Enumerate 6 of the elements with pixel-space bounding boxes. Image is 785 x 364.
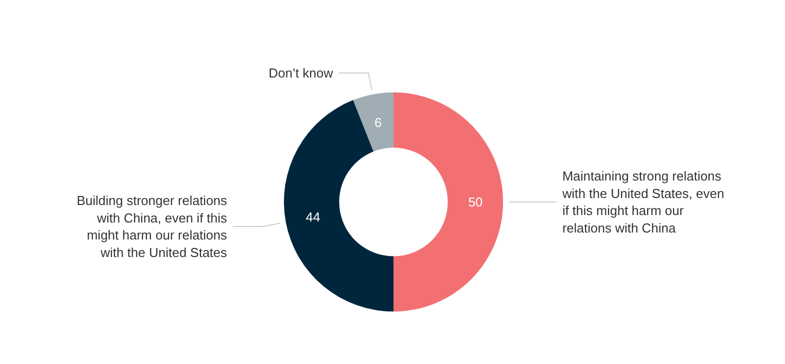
slice-label: Maintaining strong relations with the United States, even if this might harm our relations with China xyxy=(561,168,724,236)
data-label: 44 xyxy=(306,210,320,225)
data-label: 6 xyxy=(374,115,382,130)
slice-label: Building stronger relations with China, even if this might harm our relations with the United States xyxy=(76,193,228,260)
slice-label: Don’t know xyxy=(268,65,334,80)
data-label: 50 xyxy=(468,194,483,210)
